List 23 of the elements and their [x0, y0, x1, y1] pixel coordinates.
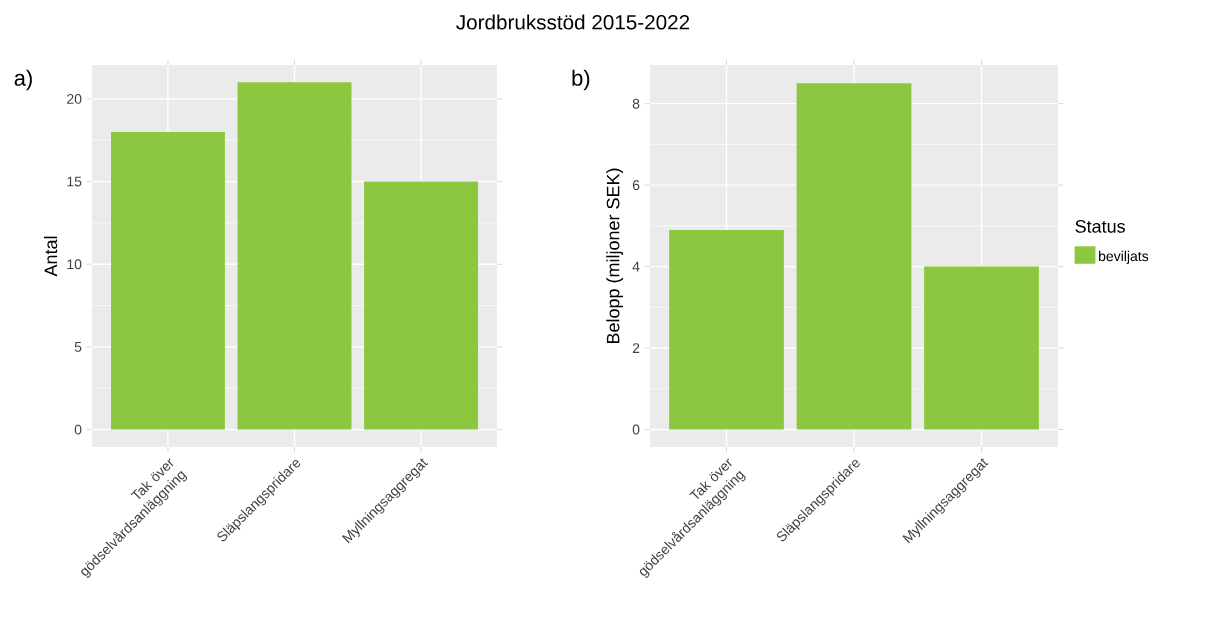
text: a) [14, 69, 32, 91]
text: Jordbruksstöd 2015-2022 [456, 14, 690, 30]
y-tick-label: 6 [632, 180, 640, 191]
legend-label: beviljats [1099, 250, 1149, 264]
bar [924, 266, 1039, 430]
y-tick-label: 2 [632, 343, 640, 353]
y-axis-title: Antal [44, 236, 58, 277]
y-tick-label: 15 [67, 176, 82, 187]
y-tick-label: 8 [632, 98, 640, 109]
y-axis-title: Belopp (miljoner SEK) [606, 168, 624, 344]
y-tick-label: 4 [632, 261, 640, 272]
legend-title: Status [1075, 220, 1125, 233]
bar [669, 229, 784, 430]
y-tick-label: 10 [67, 259, 82, 270]
bar [364, 181, 479, 430]
y-tick-label: 5 [74, 342, 82, 352]
y-tick-label: 20 [67, 93, 82, 104]
y-tick-label: 0 [632, 424, 640, 435]
bar [110, 131, 225, 430]
text: b) [572, 69, 590, 91]
bar [237, 82, 352, 430]
y-tick-label: 0 [74, 424, 82, 435]
bar [796, 83, 912, 430]
